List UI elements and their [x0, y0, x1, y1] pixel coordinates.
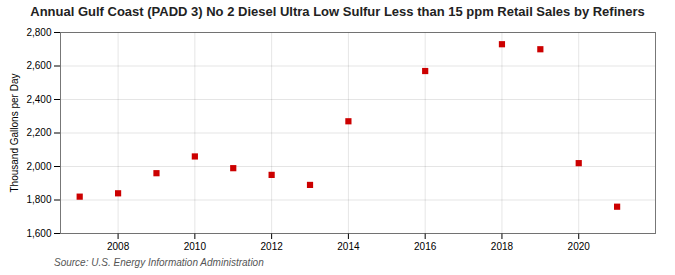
svg-text:2010: 2010 — [184, 241, 207, 252]
svg-text:2016: 2016 — [414, 241, 437, 252]
svg-text:2018: 2018 — [491, 241, 514, 252]
svg-text:1,600: 1,600 — [26, 228, 51, 239]
svg-text:1,800: 1,800 — [26, 194, 51, 205]
svg-text:2,800: 2,800 — [26, 27, 51, 38]
svg-text:2,000: 2,000 — [26, 161, 51, 172]
html-text:Source: U.S. Energy Informatio: Source: U.S. Energy Information Administ… — [54, 257, 264, 269]
svg-text:2014: 2014 — [337, 241, 360, 252]
svg-text:2020: 2020 — [568, 241, 591, 252]
svg-text:2012: 2012 — [261, 241, 284, 252]
html-text:Annual Gulf Coast (PADD 3) No: Annual Gulf Coast (PADD 3) No 2 Diesel U… — [30, 4, 645, 19]
svg-text:2008: 2008 — [107, 241, 130, 252]
svg-text:2,400: 2,400 — [26, 94, 51, 105]
svg-text:2,600: 2,600 — [26, 60, 51, 71]
svg-text:2,200: 2,200 — [26, 127, 51, 138]
svg-text:Thousand Gallons per Day: Thousand Gallons per Day — [9, 74, 20, 193]
